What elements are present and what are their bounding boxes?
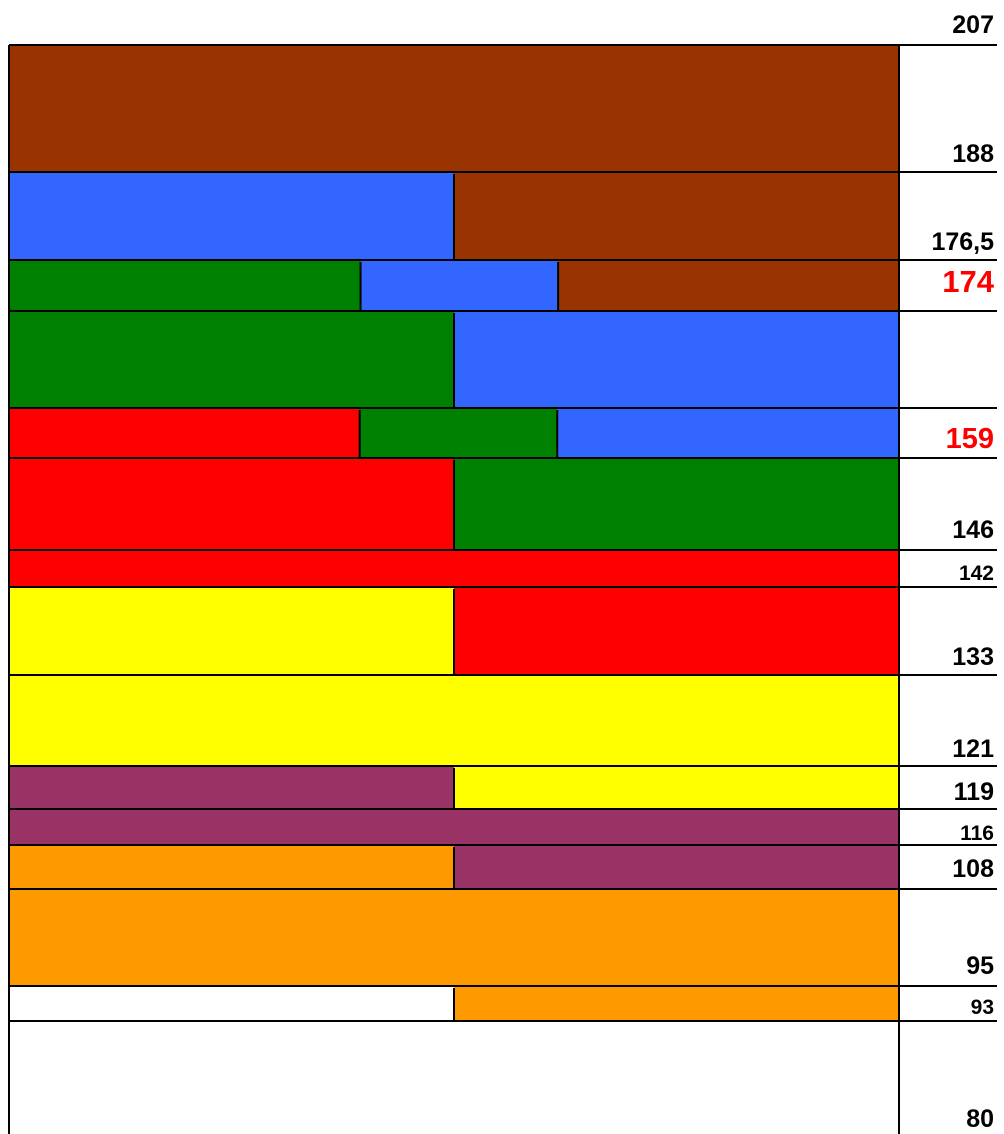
band-5-segment-2 bbox=[359, 408, 558, 458]
band-8-segment-1 bbox=[9, 587, 454, 675]
band-13-segment-1 bbox=[9, 889, 899, 986]
level-label-5: 159 bbox=[946, 423, 994, 455]
band-2-segment-2 bbox=[454, 172, 899, 260]
band-12-segment-1 bbox=[9, 845, 454, 889]
band-14-segment-1 bbox=[9, 986, 454, 1021]
level-label-3: 176,5 bbox=[931, 228, 994, 256]
band-7-segment-1 bbox=[9, 550, 899, 587]
level-label-12: 108 bbox=[952, 855, 994, 883]
level-label-14: 93 bbox=[971, 996, 994, 1019]
level-label-1: 207 bbox=[952, 11, 994, 39]
band-3-segment-2 bbox=[360, 260, 559, 311]
band-5-segment-1 bbox=[9, 408, 360, 458]
level-label-13: 95 bbox=[966, 952, 994, 980]
band-4-segment-1 bbox=[9, 311, 454, 408]
band-10-segment-2 bbox=[454, 766, 899, 809]
band-12-segment-2 bbox=[454, 845, 899, 889]
band-9-segment-1 bbox=[9, 675, 899, 766]
level-label-6: 146 bbox=[952, 516, 994, 544]
band-10-segment-1 bbox=[9, 766, 454, 809]
band-3-segment-3 bbox=[558, 260, 899, 311]
band-15-segment-1 bbox=[9, 1021, 899, 1134]
band-4-segment-2 bbox=[454, 311, 899, 408]
band-1-segment-1 bbox=[9, 45, 899, 172]
band-8-segment-2 bbox=[454, 587, 899, 675]
level-label-2: 188 bbox=[952, 140, 994, 168]
band-5-segment-3 bbox=[557, 408, 899, 458]
level-label-4: 174 bbox=[942, 264, 994, 299]
level-label-15: 80 bbox=[966, 1105, 994, 1133]
level-label-10: 119 bbox=[954, 778, 994, 806]
band-11-segment-1 bbox=[9, 809, 899, 845]
level-label-9: 121 bbox=[952, 735, 994, 763]
level-label-8: 133 bbox=[952, 643, 994, 671]
band-6-segment-2 bbox=[454, 458, 899, 550]
level-label-11: 116 bbox=[960, 822, 994, 845]
band-3-segment-1 bbox=[9, 260, 361, 311]
level-label-7: 142 bbox=[959, 562, 994, 585]
band-6-segment-1 bbox=[9, 458, 454, 550]
band-14-segment-2 bbox=[454, 986, 899, 1021]
band-2-segment-1 bbox=[9, 172, 454, 260]
